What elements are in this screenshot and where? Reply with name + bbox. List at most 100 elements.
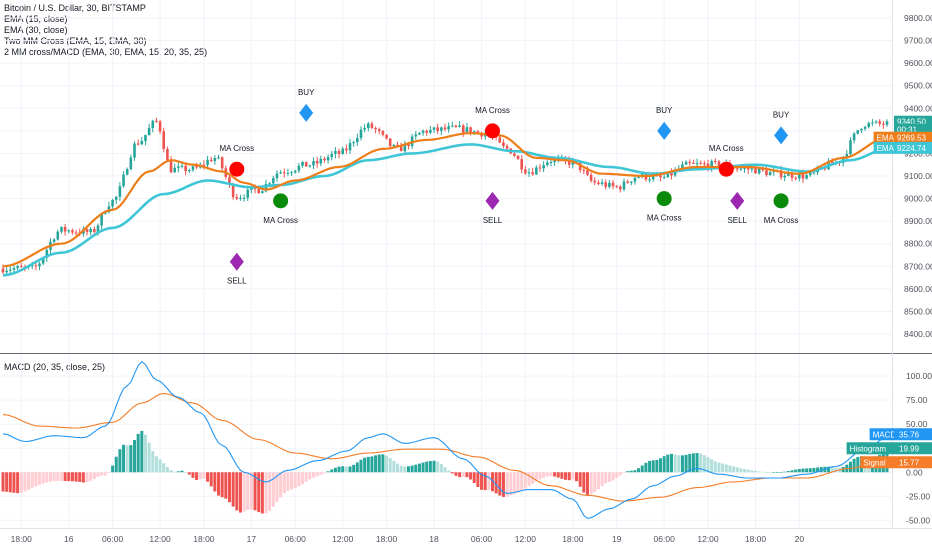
cross-red-marker: [484, 123, 500, 139]
histogram-bar: [12, 472, 16, 493]
candle-body: [279, 172, 282, 174]
histogram-bar: [41, 472, 45, 484]
histogram-bar: [830, 467, 834, 473]
histogram-bar: [684, 454, 688, 473]
candle-body: [144, 135, 147, 142]
histogram-bar: [648, 460, 652, 473]
time-tick-label: 18:00: [745, 534, 767, 544]
candle-body: [388, 138, 392, 147]
candle-body: [852, 133, 856, 141]
candle-body: [45, 249, 49, 258]
histogram-bar: [461, 472, 465, 477]
histogram-bar: [852, 458, 856, 473]
candle-body: [93, 229, 96, 232]
candle-body: [535, 167, 538, 175]
legend-strategy[interactable]: 2 MM cross/MACD (EMA, 30, EMA, 15, 20, 3…: [4, 47, 208, 57]
histogram-bar: [757, 471, 761, 473]
histogram-bar: [56, 472, 60, 481]
histogram-bar: [8, 472, 12, 493]
legend-macd[interactable]: MACD (20, 35, close, 25): [4, 362, 106, 372]
sell-marker: [229, 252, 244, 271]
symbol-title[interactable]: Bitcoin / U.S. Dollar, 30, BITSTAMP: [4, 3, 146, 13]
histogram-bar: [52, 472, 56, 482]
candle-body: [293, 170, 297, 173]
candle-body: [871, 122, 874, 124]
candle-body: [235, 197, 239, 199]
cross-green-label: MA Cross: [263, 216, 298, 225]
grid: [0, 0, 892, 528]
signals: MA Cross SELL BUY MA Cross MA Cross SELL BUY MA…: [219, 88, 798, 286]
histogram-bar: [355, 462, 359, 473]
macd-histogram: [1, 430, 889, 514]
histogram-bar: [425, 461, 429, 473]
histogram-bar: [516, 472, 520, 493]
buy-label: BUY: [656, 106, 673, 115]
histogram-bar: [184, 471, 188, 473]
buy-label: BUY: [773, 110, 790, 119]
time-tick-label: 20: [795, 534, 805, 544]
histogram-bar: [330, 469, 334, 473]
histogram-bar: [702, 455, 706, 473]
histogram-bar: [856, 456, 860, 473]
histogram-bar: [564, 472, 568, 480]
candle-body: [308, 165, 312, 167]
candle-body: [633, 177, 637, 182]
candle-body: [874, 121, 878, 123]
candle-body: [513, 153, 516, 156]
histogram-bar: [311, 472, 315, 478]
macd-badge: Histogram 19.99: [846, 442, 932, 455]
candle-body: [812, 172, 816, 174]
cross-red-label: MA Cross: [709, 144, 744, 153]
legend-ema15[interactable]: EMA (15, close): [4, 14, 68, 24]
legend-ema30[interactable]: EMA (30, close): [4, 25, 68, 35]
histogram-bar: [640, 465, 644, 473]
histogram-bar: [59, 472, 63, 481]
histogram-bar: [308, 472, 312, 480]
badge-bg: [894, 442, 932, 455]
candle-body: [608, 182, 611, 187]
buy-marker: [774, 126, 789, 145]
histogram-bar: [779, 472, 783, 473]
histogram-bar: [114, 456, 118, 473]
histogram-bar: [775, 472, 779, 473]
histogram-bar: [447, 470, 451, 473]
histogram-bar: [483, 472, 487, 491]
histogram-bar: [721, 463, 725, 473]
cross-green-marker: [773, 193, 789, 209]
histogram-bar: [195, 472, 199, 480]
histogram-bar: [173, 471, 177, 473]
candle-body: [315, 160, 319, 164]
histogram-bar: [217, 472, 221, 496]
histogram-bar: [688, 454, 692, 473]
candle-body: [615, 186, 618, 188]
candle-body: [330, 153, 334, 158]
price-tick-label: 9800.00: [904, 13, 932, 23]
candle-body: [666, 172, 670, 178]
histogram-bar: [220, 472, 224, 498]
histogram-bar: [706, 457, 710, 473]
macd-tick-label: -25.00: [906, 491, 930, 501]
histogram-bar: [651, 460, 655, 473]
candle-body: [586, 170, 589, 175]
badge-name-bg: [846, 442, 894, 455]
candle-body: [454, 125, 458, 127]
time-axis: 18:00 16 06:00 12:00 18:00 17 06:00 12:00 18:00 1…: [11, 534, 805, 544]
candle-body: [184, 165, 187, 172]
histogram-bar: [490, 472, 494, 492]
time-tick-label: 06:00: [654, 534, 676, 544]
candle-body: [89, 229, 92, 233]
histogram-bar: [582, 472, 586, 493]
candle-body: [746, 168, 750, 170]
candle-body: [443, 127, 447, 130]
candle-body: [447, 126, 450, 130]
histogram-bar: [136, 433, 140, 473]
histogram-bar: [797, 469, 801, 473]
candle-body: [757, 168, 761, 174]
candle-body: [147, 127, 151, 136]
candle-body: [787, 172, 790, 176]
histogram-bar: [571, 472, 575, 480]
histogram-bar: [819, 467, 823, 473]
histogram-bar: [224, 472, 228, 499]
histogram-bar: [578, 472, 582, 487]
